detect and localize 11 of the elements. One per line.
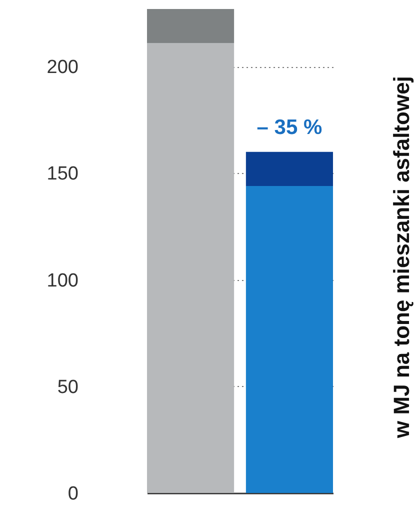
annotation: – 35 % (256, 116, 322, 139)
y-tick-label: 150 (46, 164, 78, 185)
bar (246, 152, 333, 186)
y-axis-title: w MJ na tonę mieszanki asfaltowej (389, 76, 414, 439)
y-tick-label: 0 (68, 484, 78, 504)
y-tick-label: 200 (46, 57, 78, 78)
bar (246, 186, 333, 493)
y-tick-label: 50 (57, 376, 78, 398)
bar (147, 9, 234, 44)
y-tick-label: 100 (46, 270, 78, 292)
bar (147, 43, 234, 493)
